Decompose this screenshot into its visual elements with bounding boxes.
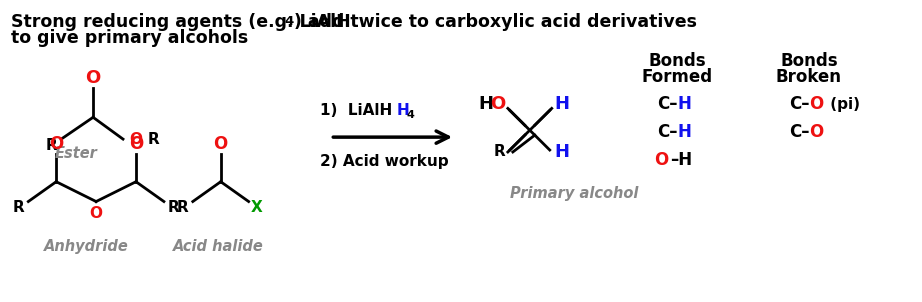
Text: R: R [148,132,160,146]
Text: H: H [478,95,493,114]
Text: H: H [555,143,570,161]
Text: H: H [678,95,692,114]
Text: Primary alcohol: Primary alcohol [510,186,638,201]
Text: Anhydride: Anhydride [43,239,128,254]
Text: Bonds: Bonds [780,52,838,70]
Text: O: O [49,135,64,153]
Text: O: O [86,69,100,87]
Text: C–: C– [657,123,678,141]
Text: R: R [45,137,57,153]
Text: R: R [177,200,189,215]
Text: O: O [129,135,143,153]
Text: ) add twice to carboxylic acid derivatives: ) add twice to carboxylic acid derivativ… [293,13,696,31]
Text: 2) Acid workup: 2) Acid workup [321,154,449,169]
Text: O: O [89,206,102,221]
Text: Broken: Broken [776,68,842,86]
Text: H: H [396,103,409,118]
Text: X: X [251,200,263,215]
Text: O: O [129,132,142,146]
Text: O: O [809,95,823,114]
Text: O: O [809,123,823,141]
Text: O: O [655,151,668,169]
Text: H: H [678,123,692,141]
Text: C–: C– [789,123,810,141]
Text: to give primary alcohols: to give primary alcohols [11,29,249,47]
Text: 4: 4 [407,110,414,120]
Text: (pi): (pi) [825,97,860,112]
Text: R: R [168,200,180,215]
FancyArrowPatch shape [333,131,448,143]
Text: Acid halide: Acid halide [173,239,264,254]
Text: Ester: Ester [54,146,98,162]
Text: –H: –H [670,151,692,169]
Text: O: O [490,95,505,114]
Text: C–: C– [657,95,678,114]
Text: 1)  LiAlH: 1) LiAlH [321,103,393,118]
Text: H: H [555,95,570,114]
Text: C–: C– [789,95,810,114]
Text: R: R [13,200,24,215]
Text: O: O [214,135,228,153]
Text: Bonds: Bonds [648,52,706,70]
Text: 4: 4 [285,15,294,28]
Text: Formed: Formed [642,68,713,86]
Text: Strong reducing agents (e.g. LiAlH: Strong reducing agents (e.g. LiAlH [11,13,351,31]
Text: R: R [494,144,506,159]
